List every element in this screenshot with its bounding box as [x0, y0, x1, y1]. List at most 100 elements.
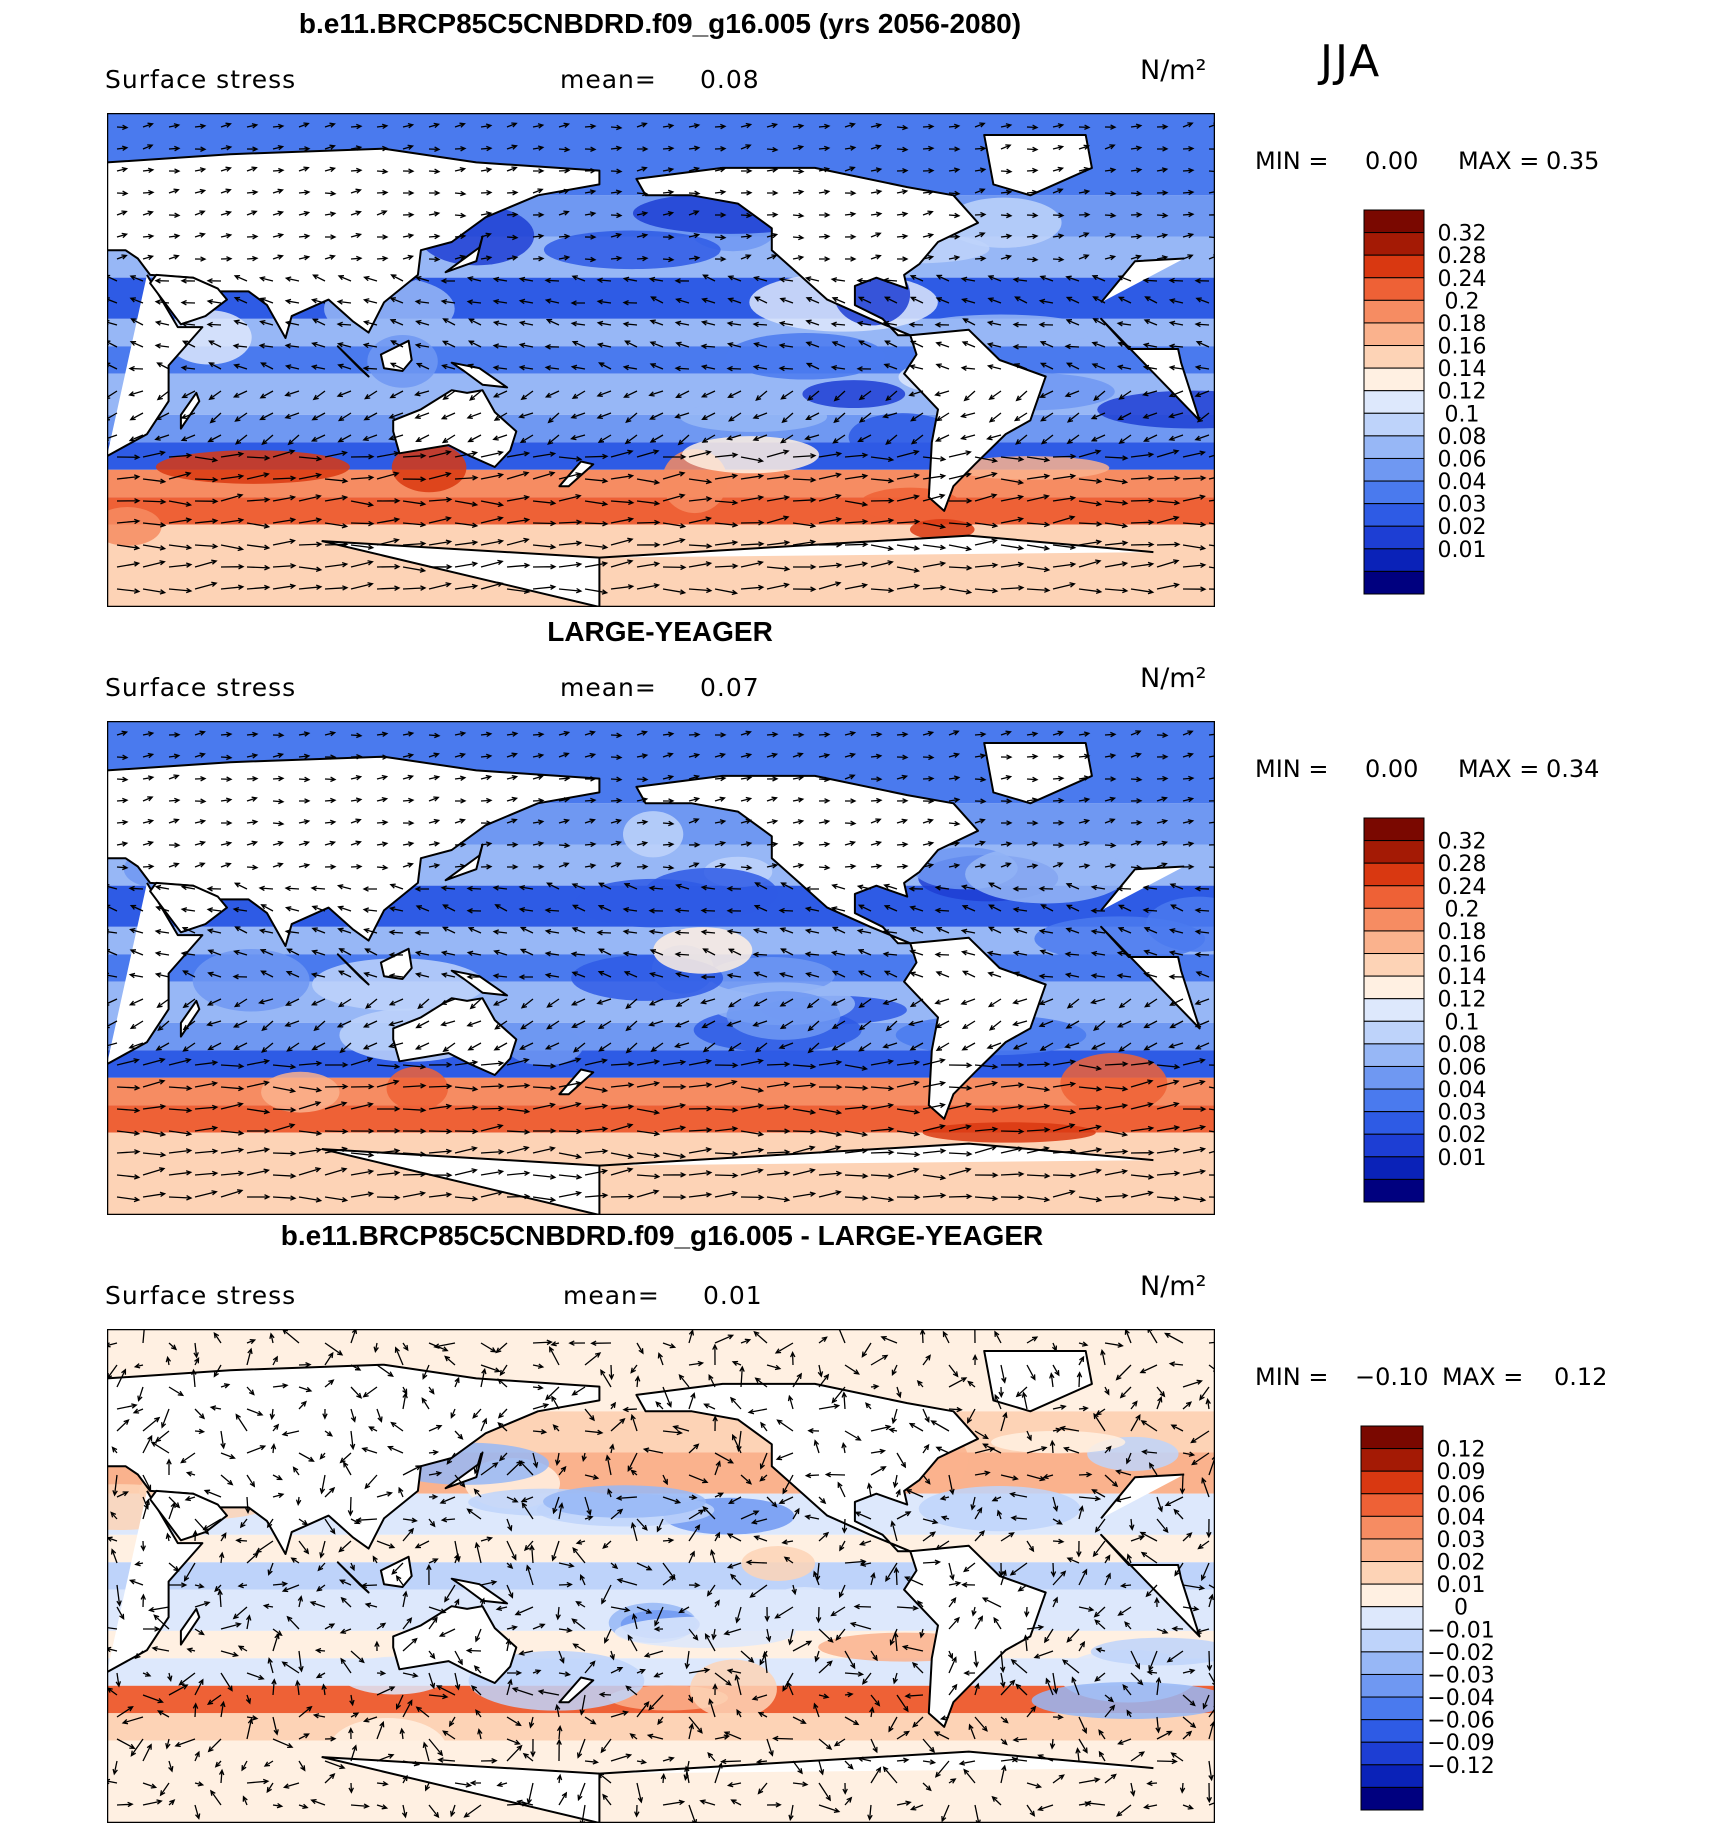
stress-vector	[1194, 321, 1210, 328]
stress-vector	[960, 928, 976, 935]
stress-vector	[909, 274, 924, 282]
stress-vector	[1170, 1424, 1184, 1432]
stress-vector	[857, 970, 872, 978]
stress-vector	[1168, 365, 1184, 371]
stress-vector	[319, 1452, 326, 1460]
stress-vector	[310, 1798, 326, 1806]
stress-vector	[687, 1694, 693, 1704]
stress-vector	[740, 796, 753, 803]
stress-vector	[272, 1123, 296, 1132]
stress-vector	[337, 412, 352, 422]
stress-vector	[246, 1147, 271, 1154]
stress-vector	[337, 998, 352, 1008]
stress-vector	[648, 390, 664, 397]
stress-vector	[584, 588, 609, 595]
panel-3-mean-value: 0.01	[703, 1281, 763, 1310]
stress-vector	[1156, 212, 1169, 219]
stress-vector	[916, 1600, 924, 1608]
stress-vector	[480, 538, 505, 546]
stress-vector	[818, 753, 831, 759]
panel-1-mean-label: mean=	[560, 65, 657, 94]
stress-vector	[642, 1447, 664, 1454]
stress-vector	[1130, 1400, 1138, 1410]
stress-vector	[116, 730, 129, 736]
field-blob	[623, 811, 684, 858]
stress-vector	[636, 776, 649, 783]
stress-vector	[1078, 1064, 1103, 1071]
stress-vector	[480, 167, 493, 173]
stress-vector	[778, 320, 794, 327]
stress-vector	[1130, 519, 1155, 526]
stress-vector	[1052, 730, 1065, 736]
stress-vector	[428, 168, 441, 175]
stress-vector	[194, 232, 206, 238]
stress-vector	[1156, 1125, 1181, 1132]
stress-vector	[168, 842, 181, 848]
stress-vector	[390, 274, 404, 282]
stress-vector	[376, 1780, 389, 1787]
stress-vector	[350, 863, 363, 870]
stress-vector	[376, 1540, 396, 1549]
stress-vector	[766, 254, 778, 260]
stress-vector	[922, 818, 934, 824]
stress-vector	[870, 1126, 895, 1133]
stress-vector	[355, 1517, 378, 1523]
stress-vector	[233, 949, 248, 956]
stress-vector	[174, 1738, 196, 1748]
stress-vector	[324, 522, 349, 529]
stress-vector	[830, 321, 846, 327]
stress-vector	[402, 1107, 427, 1113]
stress-vector	[610, 212, 623, 219]
stress-vector	[960, 276, 976, 283]
stress-vector	[1182, 864, 1195, 870]
stress-vector	[232, 343, 248, 349]
stress-vector	[156, 1710, 170, 1718]
stress-vector	[1000, 456, 1025, 462]
stress-vector	[1124, 1621, 1132, 1630]
stress-vector	[766, 495, 791, 502]
stress-vector	[1104, 1694, 1115, 1703]
stress-vector	[844, 234, 857, 240]
stress-vector	[548, 1346, 560, 1366]
stress-vector	[532, 168, 545, 174]
stress-vector	[856, 320, 872, 327]
stress-vector	[948, 565, 973, 571]
stress-vector	[870, 753, 883, 760]
stress-vector	[859, 1561, 872, 1567]
stress-vector	[804, 276, 820, 282]
stress-vector	[740, 519, 765, 526]
stress-vector	[1206, 1782, 1212, 1804]
stress-vector	[584, 189, 597, 195]
stress-vector	[579, 1573, 586, 1586]
stress-vector	[116, 819, 129, 826]
stress-vector	[675, 883, 690, 890]
stress-vector	[519, 948, 534, 956]
stress-vector	[324, 1518, 336, 1535]
coastline	[558, 460, 595, 488]
stress-vector	[1078, 1405, 1089, 1412]
stress-vector	[480, 1579, 498, 1586]
stress-vector	[1066, 434, 1080, 445]
stress-vector	[1208, 1705, 1215, 1718]
stress-vector	[986, 1042, 1002, 1050]
stress-vector	[116, 1403, 138, 1410]
stress-vector	[298, 233, 311, 240]
stress-vector	[480, 1342, 497, 1353]
stress-vector	[1026, 566, 1051, 573]
field-blob	[468, 1650, 645, 1711]
stress-vector	[142, 1782, 158, 1789]
stress-vector	[844, 1173, 869, 1179]
stress-vector	[897, 256, 909, 262]
stress-vector	[922, 254, 935, 261]
stress-vector	[194, 1104, 219, 1111]
stress-vector	[324, 166, 337, 173]
stress-vector	[298, 1540, 310, 1555]
stress-vector	[1156, 775, 1169, 782]
stress-vector	[888, 1716, 898, 1733]
stress-vector	[324, 864, 337, 870]
stress-vector	[1156, 1758, 1178, 1765]
stress-vector	[819, 212, 831, 218]
stress-vector	[909, 905, 924, 912]
stress-vector	[428, 582, 452, 590]
stress-vector	[258, 276, 274, 282]
